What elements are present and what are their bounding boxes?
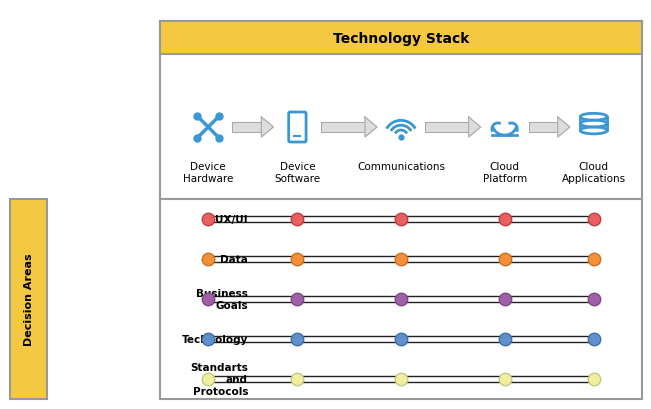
Polygon shape <box>558 118 570 138</box>
Bar <box>10 200 47 399</box>
Text: Device
Hardware: Device Hardware <box>183 162 234 183</box>
Text: Cloud
Platform: Cloud Platform <box>482 162 527 183</box>
Bar <box>160 22 642 55</box>
Text: Cloud
Applications: Cloud Applications <box>562 162 626 183</box>
Bar <box>425 123 469 133</box>
Bar <box>160 22 642 200</box>
Text: Technology: Technology <box>182 334 248 344</box>
Text: Technology Stack: Technology Stack <box>333 31 469 45</box>
Text: Device
Software: Device Software <box>274 162 320 183</box>
Polygon shape <box>469 118 480 138</box>
Text: Data: Data <box>220 254 248 264</box>
Polygon shape <box>365 118 377 138</box>
Text: UX/UI: UX/UI <box>215 214 248 225</box>
Bar <box>160 200 642 399</box>
Bar <box>322 123 365 133</box>
Polygon shape <box>261 118 273 138</box>
Text: Business
Goals: Business Goals <box>196 288 248 310</box>
Text: Standarts
and
Protocols: Standarts and Protocols <box>190 362 248 396</box>
Text: Communications: Communications <box>357 162 445 172</box>
Bar <box>232 123 261 133</box>
Bar <box>529 123 558 133</box>
Text: Decision Areas: Decision Areas <box>23 253 33 346</box>
